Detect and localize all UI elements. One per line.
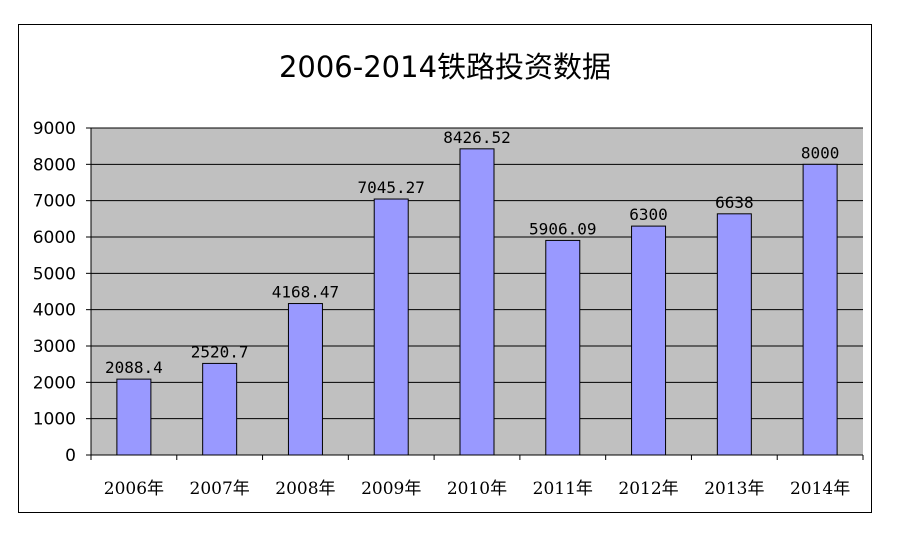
x-tick-label: 2006年	[104, 479, 164, 499]
bar	[202, 362, 238, 456]
x-tick-label: 2013年	[704, 479, 764, 499]
data-label: 6638	[715, 193, 754, 212]
data-label: 8000	[801, 143, 840, 162]
bar	[459, 148, 495, 456]
data-label: 4168.47	[272, 283, 339, 302]
y-tick-label: 0	[65, 446, 76, 466]
y-tick-label: 5000	[33, 264, 76, 284]
y-tick-label: 7000	[33, 192, 76, 212]
y-tick-label: 1000	[33, 410, 76, 430]
y-tick-label: 3000	[33, 337, 76, 357]
x-tick-label: 2009年	[361, 479, 421, 499]
bar	[802, 163, 838, 456]
data-label: 2088.4	[105, 358, 163, 377]
bar	[287, 303, 323, 456]
bar	[116, 378, 152, 456]
y-tick-label: 6000	[33, 228, 76, 248]
x-tick-label: 2011年	[533, 479, 593, 499]
bar	[545, 239, 581, 456]
y-tick-label: 4000	[33, 301, 76, 321]
data-label: 7045.27	[358, 178, 425, 197]
data-label: 2520.7	[191, 342, 249, 361]
y-tick-label: 9000	[33, 119, 76, 139]
bar	[373, 198, 409, 456]
x-tick-label: 2012年	[618, 479, 678, 499]
x-tick-label: 2008年	[275, 479, 335, 499]
bar	[631, 225, 667, 456]
data-label: 5906.09	[529, 219, 596, 238]
y-tick-label: 2000	[33, 373, 76, 393]
chart-title: 2006-2014铁路投资数据	[278, 50, 612, 84]
x-tick-label: 2007年	[190, 479, 250, 499]
y-tick-label: 8000	[33, 155, 76, 175]
data-label: 8426.52	[443, 128, 510, 147]
data-label: 6300	[629, 205, 668, 224]
bar	[716, 213, 752, 456]
x-tick-label: 2014年	[790, 479, 850, 499]
x-tick-label: 2010年	[447, 479, 507, 499]
